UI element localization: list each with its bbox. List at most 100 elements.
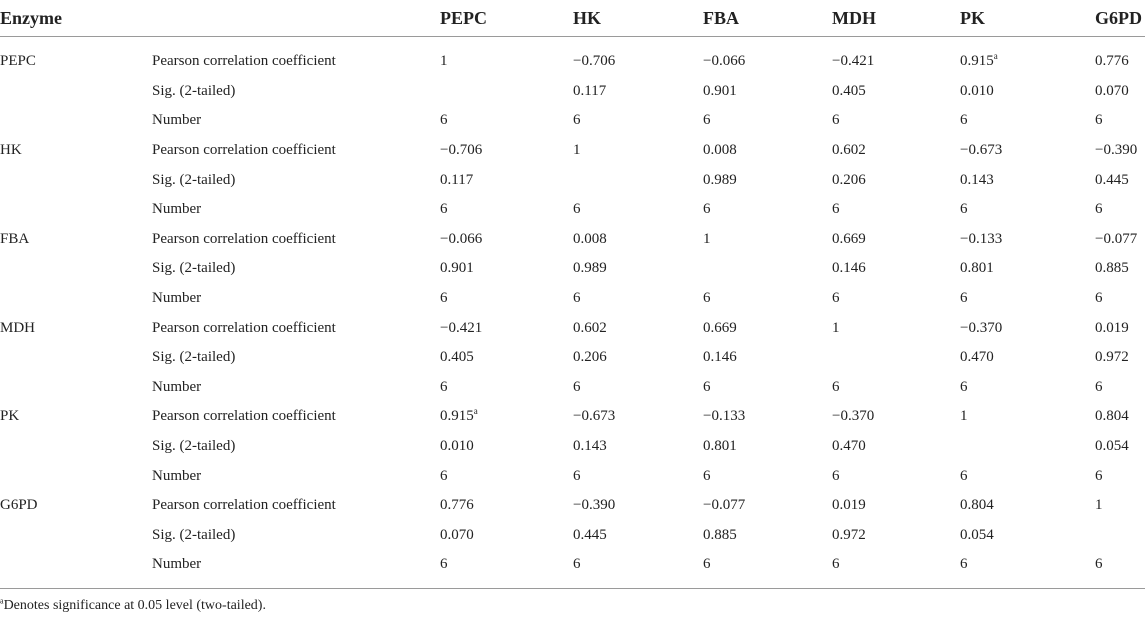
table-body: PEPC Pearson correlation coefficient 1 −0.7… (0, 37, 1145, 589)
table-row: Number 6 6 6 6 6 6 (0, 195, 1145, 225)
cell-fba: 0.146 (703, 343, 832, 373)
table-bottom-rule (0, 579, 1145, 589)
cell-g6pd: 6 (1095, 195, 1145, 225)
row-stat-label: Pearson correlation coefficient (152, 497, 336, 514)
cell-value: 6 (440, 201, 448, 218)
cell-value: 6 (703, 556, 711, 573)
cell-fba: 0.989 (703, 165, 832, 195)
row-enzyme-label: G6PD (0, 497, 38, 514)
cell-hk: 6 (573, 284, 703, 314)
cell-value: 6 (703, 378, 711, 395)
cell-value: 6 (573, 467, 581, 484)
cell-value: 0.989 (703, 171, 737, 188)
cell-hk: −0.673 (573, 402, 703, 432)
row-enzyme-label (0, 165, 152, 195)
cell-pepc: 0.901 (440, 254, 573, 284)
cell-value: 0.117 (573, 82, 607, 99)
correlation-table: Enzyme PEPC HK FBA MDH PK G6PD PEPC Pears… (0, 0, 1145, 589)
cell-value: 0.008 (573, 230, 607, 247)
cell-mdh: 0.019 (832, 491, 960, 521)
cell-value: 0.776 (440, 497, 474, 514)
cell-pepc: 0.070 (440, 521, 573, 551)
cell-fba: 0.885 (703, 521, 832, 551)
table-row: Sig. (2-tailed) 0.070 0.445 0.885 0.972 0.054 (0, 521, 1145, 551)
cell-fba: −0.133 (703, 402, 832, 432)
row-enzyme-label (0, 373, 152, 403)
table-row: Sig. (2-tailed) 0.901 0.989 0.146 0.801 0.885 (0, 254, 1145, 284)
row-enzyme-label: FBA (0, 230, 30, 247)
row-enzyme-label (0, 461, 152, 491)
cell-g6pd: −0.390 (1095, 136, 1145, 166)
cell-pk: 6 (960, 195, 1095, 225)
cell-g6pd: 0.885 (1095, 254, 1145, 284)
cell-pk: 6 (960, 550, 1095, 580)
cell-value: −0.421 (440, 319, 483, 336)
cell-mdh: 0.470 (832, 432, 960, 462)
row-stat-label: Number (152, 378, 202, 395)
cell-value: 6 (960, 378, 968, 395)
cell-value: 0.054 (960, 526, 994, 543)
cell-mdh: 6 (832, 373, 960, 403)
row-stat-label: Number (152, 112, 202, 129)
cell-value: −0.390 (573, 497, 616, 514)
cell-value: −0.421 (832, 53, 875, 70)
cell-pk: 0.143 (960, 165, 1095, 195)
cell-mdh: 6 (832, 461, 960, 491)
footnote-marker: a (0, 596, 4, 606)
cell-fba: 0.801 (703, 432, 832, 462)
cell-pk: 0.801 (960, 254, 1095, 284)
cell-hk: −0.390 (573, 491, 703, 521)
cell-value: 0.405 (832, 82, 866, 99)
cell-hk: 6 (573, 195, 703, 225)
table-row: MDH Pearson correlation coefficient −0.421… (0, 313, 1145, 343)
cell-value: 6 (573, 290, 581, 307)
cell-value: 0.602 (832, 142, 866, 159)
row-enzyme-label (0, 550, 152, 580)
cell-pk: 6 (960, 461, 1095, 491)
cell-value: 1 (440, 53, 448, 70)
row-enzyme-label: HK (0, 142, 22, 159)
cell-value: 6 (703, 290, 711, 307)
cell-mdh: 6 (832, 195, 960, 225)
cell-value: 6 (960, 556, 968, 573)
cell-value: −0.706 (573, 53, 616, 70)
row-enzyme-label (0, 195, 152, 225)
cell-pepc: 0.405 (440, 343, 573, 373)
cell-pk: 6 (960, 106, 1095, 136)
cell-pepc (440, 77, 573, 107)
row-stat-label: Sig. (2-tailed) (152, 82, 236, 99)
cell-value: 1 (1095, 497, 1103, 514)
row-enzyme-label: MDH (0, 319, 36, 336)
cell-g6pd (1095, 521, 1145, 551)
header-col-g6pd: G6PD (1095, 0, 1145, 37)
cell-value: 0.117 (440, 171, 474, 188)
row-enzyme-label (0, 432, 152, 462)
cell-value: 6 (1095, 467, 1103, 484)
table-row: HK Pearson correlation coefficient −0.706 1… (0, 136, 1145, 166)
cell-pepc: −0.066 (440, 225, 573, 255)
cell-hk: 6 (573, 106, 703, 136)
cell-value: 1 (832, 319, 840, 336)
cell-value: 1 (703, 230, 711, 247)
table-row: G6PD Pearson correlation coefficient 0.776… (0, 491, 1145, 521)
cell-value: 6 (703, 201, 711, 218)
cell-value: −0.077 (1095, 230, 1138, 247)
row-enzyme-label: PEPC (0, 53, 36, 70)
cell-hk: 0.008 (573, 225, 703, 255)
cell-value: 0.470 (960, 349, 994, 366)
cell-value: −0.077 (703, 497, 746, 514)
cell-value: −0.066 (440, 230, 483, 247)
cell-value: 0.776 (1095, 53, 1129, 70)
correlation-table-container: Enzyme PEPC HK FBA MDH PK G6PD PEPC Pears… (0, 0, 1145, 589)
cell-value: 0.054 (1095, 438, 1129, 455)
cell-value: 0.008 (703, 142, 737, 159)
cell-pepc: 1 (440, 37, 573, 77)
cell-mdh: 0.206 (832, 165, 960, 195)
cell-hk: 0.989 (573, 254, 703, 284)
cell-value: 0.915 (440, 408, 474, 425)
cell-hk: 6 (573, 461, 703, 491)
cell-value: 0.445 (1095, 171, 1129, 188)
cell-value: 0.901 (703, 82, 737, 99)
cell-g6pd: 0.054 (1095, 432, 1145, 462)
cell-pepc: 0.776 (440, 491, 573, 521)
